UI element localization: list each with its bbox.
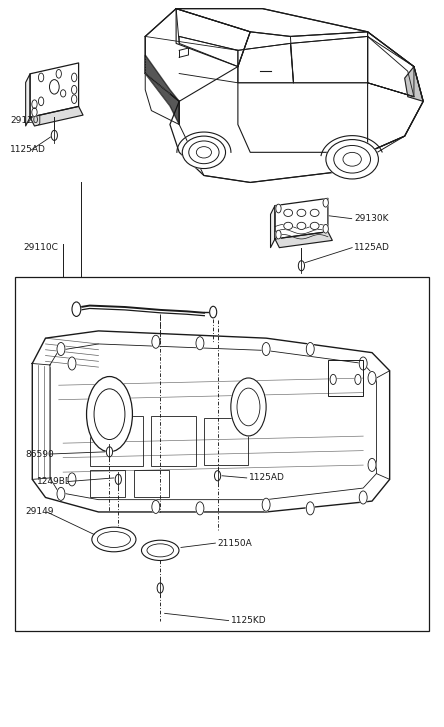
- Circle shape: [68, 357, 76, 370]
- Circle shape: [323, 198, 328, 207]
- Text: 1249BD: 1249BD: [37, 477, 72, 486]
- Circle shape: [71, 95, 77, 103]
- Ellipse shape: [310, 222, 319, 230]
- Circle shape: [57, 487, 65, 500]
- Circle shape: [276, 204, 281, 213]
- Polygon shape: [404, 67, 423, 101]
- Ellipse shape: [182, 136, 226, 169]
- Polygon shape: [275, 198, 328, 239]
- Polygon shape: [26, 74, 30, 126]
- Circle shape: [368, 458, 376, 471]
- Polygon shape: [145, 55, 179, 124]
- Circle shape: [355, 374, 361, 385]
- Text: 1125AD: 1125AD: [249, 473, 284, 483]
- Circle shape: [56, 70, 61, 79]
- Ellipse shape: [297, 209, 306, 217]
- Circle shape: [39, 97, 44, 105]
- Ellipse shape: [60, 89, 66, 97]
- Ellipse shape: [284, 209, 293, 217]
- Circle shape: [306, 502, 314, 515]
- Circle shape: [51, 130, 57, 140]
- Bar: [90, 416, 143, 466]
- Circle shape: [368, 371, 376, 385]
- Polygon shape: [30, 63, 79, 117]
- Bar: [90, 470, 125, 497]
- Text: 29110C: 29110C: [24, 243, 58, 252]
- Ellipse shape: [297, 222, 306, 230]
- Circle shape: [262, 498, 270, 511]
- Circle shape: [115, 474, 121, 484]
- Circle shape: [71, 73, 77, 81]
- Circle shape: [157, 583, 163, 593]
- Polygon shape: [30, 106, 83, 126]
- Circle shape: [68, 473, 76, 486]
- Polygon shape: [32, 331, 390, 512]
- Circle shape: [32, 100, 37, 108]
- Circle shape: [210, 306, 217, 318]
- Ellipse shape: [310, 209, 319, 217]
- Text: 1125AD: 1125AD: [10, 145, 46, 154]
- Bar: [15, 276, 429, 632]
- Text: 21150A: 21150A: [218, 539, 252, 547]
- Circle shape: [39, 73, 44, 81]
- Circle shape: [298, 261, 305, 270]
- Circle shape: [32, 108, 37, 116]
- Bar: [134, 470, 169, 497]
- Text: 29120J: 29120J: [10, 116, 41, 125]
- Circle shape: [72, 302, 81, 316]
- Circle shape: [152, 500, 160, 513]
- Bar: [204, 418, 249, 465]
- Circle shape: [71, 85, 77, 94]
- Circle shape: [262, 342, 270, 356]
- Circle shape: [57, 342, 65, 356]
- Text: 1125KD: 1125KD: [231, 616, 266, 625]
- Circle shape: [196, 337, 204, 350]
- Polygon shape: [270, 206, 275, 248]
- Text: 29149: 29149: [26, 507, 54, 516]
- Bar: [328, 360, 363, 396]
- Text: 29130K: 29130K: [354, 214, 389, 223]
- Ellipse shape: [142, 540, 179, 561]
- Circle shape: [231, 378, 266, 436]
- Ellipse shape: [326, 140, 378, 179]
- Circle shape: [330, 374, 336, 385]
- Ellipse shape: [49, 79, 59, 94]
- Polygon shape: [275, 232, 332, 248]
- Circle shape: [87, 377, 132, 452]
- Circle shape: [306, 342, 314, 356]
- Circle shape: [359, 357, 367, 370]
- Circle shape: [196, 502, 204, 515]
- Circle shape: [359, 491, 367, 504]
- Circle shape: [107, 447, 113, 457]
- Text: 1125AD: 1125AD: [354, 243, 390, 252]
- Circle shape: [152, 335, 160, 348]
- Circle shape: [276, 230, 281, 239]
- Text: 86590: 86590: [26, 449, 55, 459]
- Circle shape: [214, 470, 221, 481]
- Ellipse shape: [284, 222, 293, 230]
- Ellipse shape: [92, 527, 136, 552]
- Circle shape: [323, 225, 328, 233]
- Bar: [151, 416, 195, 466]
